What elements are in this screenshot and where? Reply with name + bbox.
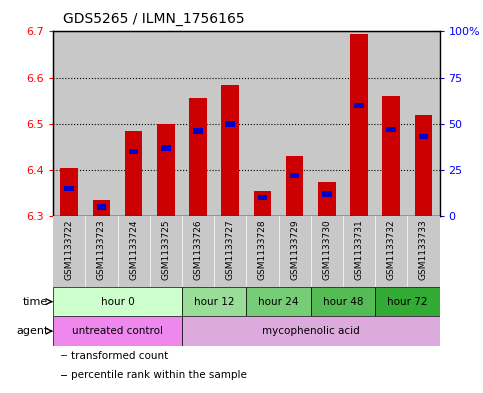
Bar [290,173,299,178]
Bar [407,216,440,287]
Bar [129,149,139,154]
Bar [279,31,311,216]
Text: GDS5265 / ILMN_1756165: GDS5265 / ILMN_1756165 [63,12,244,26]
Bar [182,316,440,346]
Text: time: time [23,297,48,307]
Bar [246,216,279,287]
Text: GSM1133727: GSM1133727 [226,220,235,280]
Text: hour 24: hour 24 [258,297,299,307]
Bar [414,115,432,216]
Bar [354,103,364,108]
Bar [322,191,332,197]
Text: untreated control: untreated control [72,326,163,336]
Text: GSM1133732: GSM1133732 [387,220,396,280]
Bar [157,124,175,216]
Text: GSM1133731: GSM1133731 [355,220,364,281]
Bar [182,31,214,216]
Bar [61,375,67,376]
Bar [85,31,117,216]
Text: GSM1133728: GSM1133728 [258,220,267,280]
Bar [221,84,239,216]
Bar [64,185,74,191]
Text: GSM1133723: GSM1133723 [97,220,106,280]
Text: hour 48: hour 48 [323,297,363,307]
Bar [383,96,400,216]
Bar [117,216,150,287]
Text: GSM1133722: GSM1133722 [65,220,74,280]
Text: hour 72: hour 72 [387,297,427,307]
Text: GSM1133729: GSM1133729 [290,220,299,280]
Bar [254,191,271,216]
Text: mycophenolic acid: mycophenolic acid [262,326,360,336]
Bar [182,287,246,316]
Bar [311,216,343,287]
Bar [53,287,182,316]
Bar [61,355,67,356]
Bar [246,287,311,316]
Bar [125,131,142,216]
Text: GSM1133730: GSM1133730 [322,220,331,281]
Text: GSM1133733: GSM1133733 [419,220,428,281]
Bar [343,31,375,216]
Bar [375,31,407,216]
Text: hour 12: hour 12 [194,297,234,307]
Bar [279,216,311,287]
Bar [286,156,303,216]
Text: GSM1133726: GSM1133726 [194,220,202,280]
Bar [214,31,246,216]
Bar [53,31,85,216]
Bar [407,31,440,216]
Bar [214,216,246,287]
Text: GSM1133724: GSM1133724 [129,220,138,280]
Bar [257,195,267,200]
Bar [375,287,440,316]
Bar [350,34,368,216]
Bar [311,287,375,316]
Bar [60,168,78,216]
Bar [189,98,207,216]
Bar [161,145,170,151]
Bar [85,216,117,287]
Bar [93,200,110,216]
Bar [182,216,214,287]
Text: GSM1133725: GSM1133725 [161,220,170,280]
Text: hour 0: hour 0 [100,297,134,307]
Bar [193,129,203,134]
Text: transformed count: transformed count [71,351,168,361]
Bar [150,216,182,287]
Text: percentile rank within the sample: percentile rank within the sample [71,370,246,380]
Bar [419,134,428,140]
Bar [53,216,85,287]
Bar [117,31,150,216]
Bar [318,182,336,216]
Bar [53,316,182,346]
Bar [386,127,396,132]
Bar [246,31,279,216]
Text: agent: agent [16,326,48,336]
Bar [150,31,182,216]
Bar [343,216,375,287]
Bar [311,31,343,216]
Bar [375,216,407,287]
Bar [97,204,106,210]
Bar [226,121,235,127]
